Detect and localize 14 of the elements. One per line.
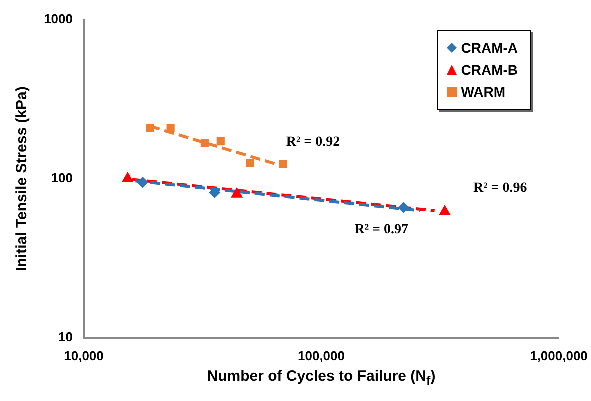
- y-tick-label: 100: [51, 170, 73, 186]
- y-tick-label: 10: [58, 330, 73, 345]
- annotation: R² = 0.96: [474, 181, 528, 196]
- annotation: R² = 0.97: [354, 222, 409, 238]
- x-tick-label: 1,000,000: [530, 348, 588, 364]
- legend-label: WARM: [461, 84, 506, 100]
- y-tick-label: 1000: [44, 12, 73, 27]
- y-axis-title: Initial Tensile Stress (kPa): [14, 86, 30, 272]
- legend-label: CRAM-B: [461, 62, 518, 78]
- x-tick-label: 10,000: [64, 348, 104, 364]
- legend-label: CRAM-A: [461, 40, 518, 56]
- annotation: R² = 0.92: [286, 135, 340, 150]
- x-tick-label: 100,000: [298, 348, 345, 364]
- x-axis-title: Number of Cycles to Failure (N$_{f}$): [206, 368, 437, 388]
